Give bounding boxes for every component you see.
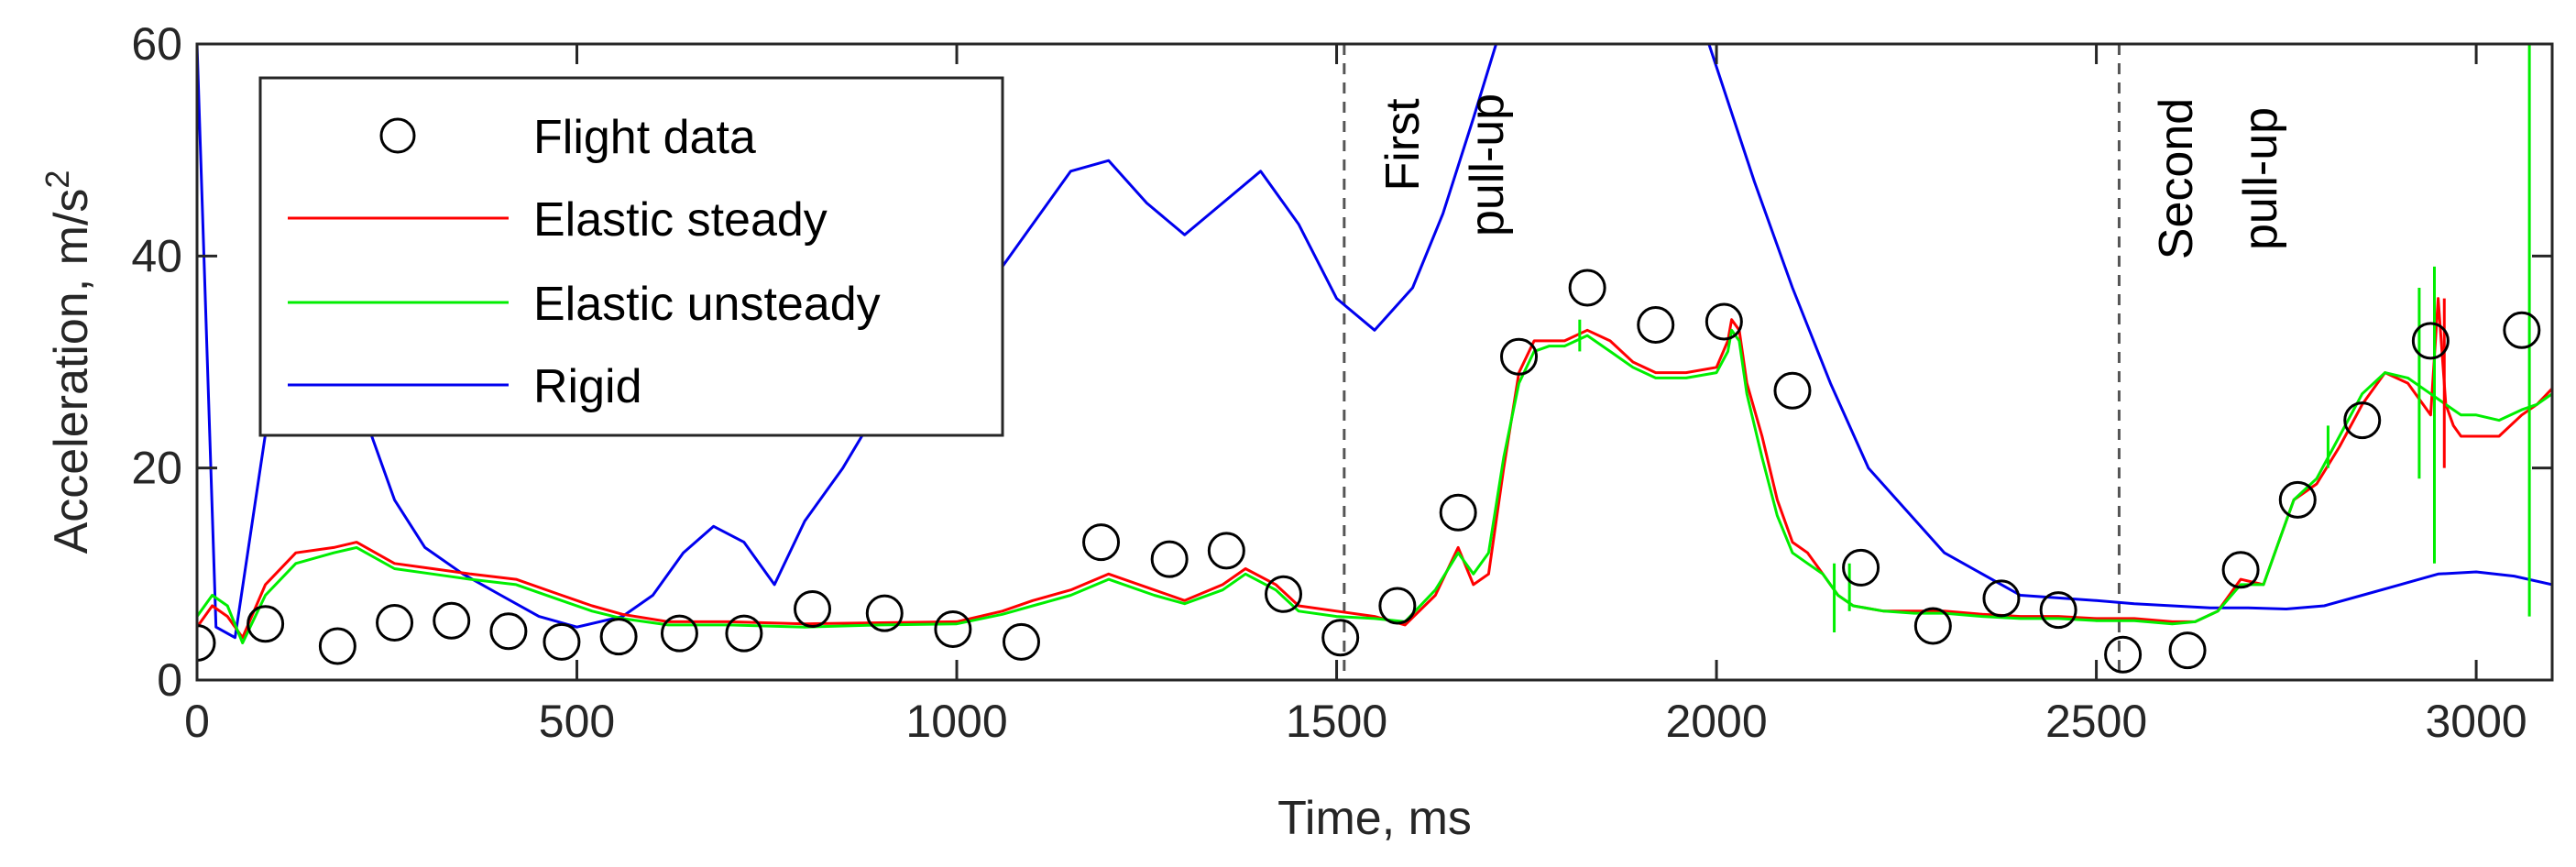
y-tick-label-60: 60 [131, 18, 182, 70]
flight-data-point [2039, 591, 2077, 630]
flight-data-point [2503, 311, 2541, 349]
x-tick-label-3000: 3000 [2425, 696, 2527, 747]
series-layer [197, 44, 2552, 644]
spike-layer [1578, 44, 2531, 632]
flight-data-point [1913, 607, 1952, 645]
flight-data-point [599, 618, 638, 656]
flight-data-point [1637, 306, 1675, 345]
flight-data-point [2411, 322, 2450, 360]
flight-data-point [1982, 579, 2021, 618]
flight-data-point [1568, 269, 1606, 307]
flight-data-point [489, 612, 528, 651]
y-axis-ticks: 0 20 40 60 [131, 18, 2552, 706]
x-tick-label-2000: 2000 [1665, 696, 1767, 747]
flight-data-point [794, 590, 832, 629]
flight-data-point [543, 622, 581, 661]
y-tick-label-20: 20 [131, 443, 182, 494]
legend-rigid-label: Rigid [533, 360, 642, 413]
flight-data-point [1207, 532, 1245, 570]
annotation-second-line1: Second [2150, 98, 2203, 259]
annotation-first-line2: pull-up [1461, 93, 1514, 236]
series-rigid-line [197, 44, 2552, 640]
y-axis-label: Acceleration, m/s2 [38, 170, 98, 554]
flight-data-point [1003, 622, 1040, 661]
legend-elastic-unsteady-label: Elastic unsteady [533, 278, 881, 331]
flight-data-point [1773, 371, 1812, 410]
flight-data-point [2104, 635, 2143, 674]
flight-data-point [1842, 548, 1880, 587]
flight-data-point [2343, 401, 2382, 440]
y-tick-label-40: 40 [131, 230, 182, 281]
pull-up-markers [1343, 44, 2121, 680]
y-axis-label-base: Acceleration, m/s [45, 189, 98, 554]
legend: Flight data Elastic steady Elastic unste… [258, 76, 1004, 437]
flight-data-point [1082, 523, 1121, 562]
legend-box [258, 76, 1004, 437]
flight-data-point [2168, 631, 2207, 670]
x-tick-label-0: 0 [184, 696, 210, 747]
annotation-second-line2: pull-up [2234, 107, 2287, 250]
x-tick-label-1500: 1500 [1286, 696, 1387, 747]
series-elastic-unsteady-line [197, 328, 2552, 644]
y-axis-label-superscript: 2 [38, 170, 76, 189]
flight-data-point [725, 614, 763, 653]
x-axis-ticks: 0 500 1000 1500 2000 2500 3000 [184, 44, 2527, 747]
flight-data-point [1321, 619, 1360, 657]
legend-flight-data-marker [379, 117, 416, 154]
y-tick-label-0: 0 [157, 654, 182, 706]
flight-data-point [934, 609, 972, 648]
axes-box [195, 42, 2554, 682]
x-axis-label: Time, ms [1277, 792, 1472, 845]
flight-data-point [1705, 302, 1743, 341]
flight-data-point [247, 605, 285, 643]
flight-data-point [1150, 540, 1189, 578]
x-tick-label-2500: 2500 [2045, 696, 2147, 747]
flight-data-point [433, 601, 471, 640]
flight-data-point [1439, 493, 1477, 532]
annotation-first-line1: First [1376, 98, 1430, 192]
legend-elastic-steady-label: Elastic steady [533, 193, 828, 247]
flight-data-point [865, 594, 904, 632]
flight-data-point [1500, 337, 1539, 376]
legend-flight-data-label: Flight data [533, 111, 756, 164]
flight-data-point [2221, 551, 2260, 589]
flight-data-point [318, 627, 356, 665]
flight-data-point [1265, 575, 1303, 613]
flight-data-point [660, 614, 698, 653]
x-tick-label-500: 500 [539, 696, 615, 747]
flight-data-point [2278, 480, 2317, 519]
flight-data-markers [197, 269, 2541, 674]
flight-data-point [1378, 587, 1417, 625]
flight-data-point [197, 624, 216, 663]
flight-data-point [376, 604, 414, 642]
x-tick-label-1000: 1000 [905, 696, 1007, 747]
